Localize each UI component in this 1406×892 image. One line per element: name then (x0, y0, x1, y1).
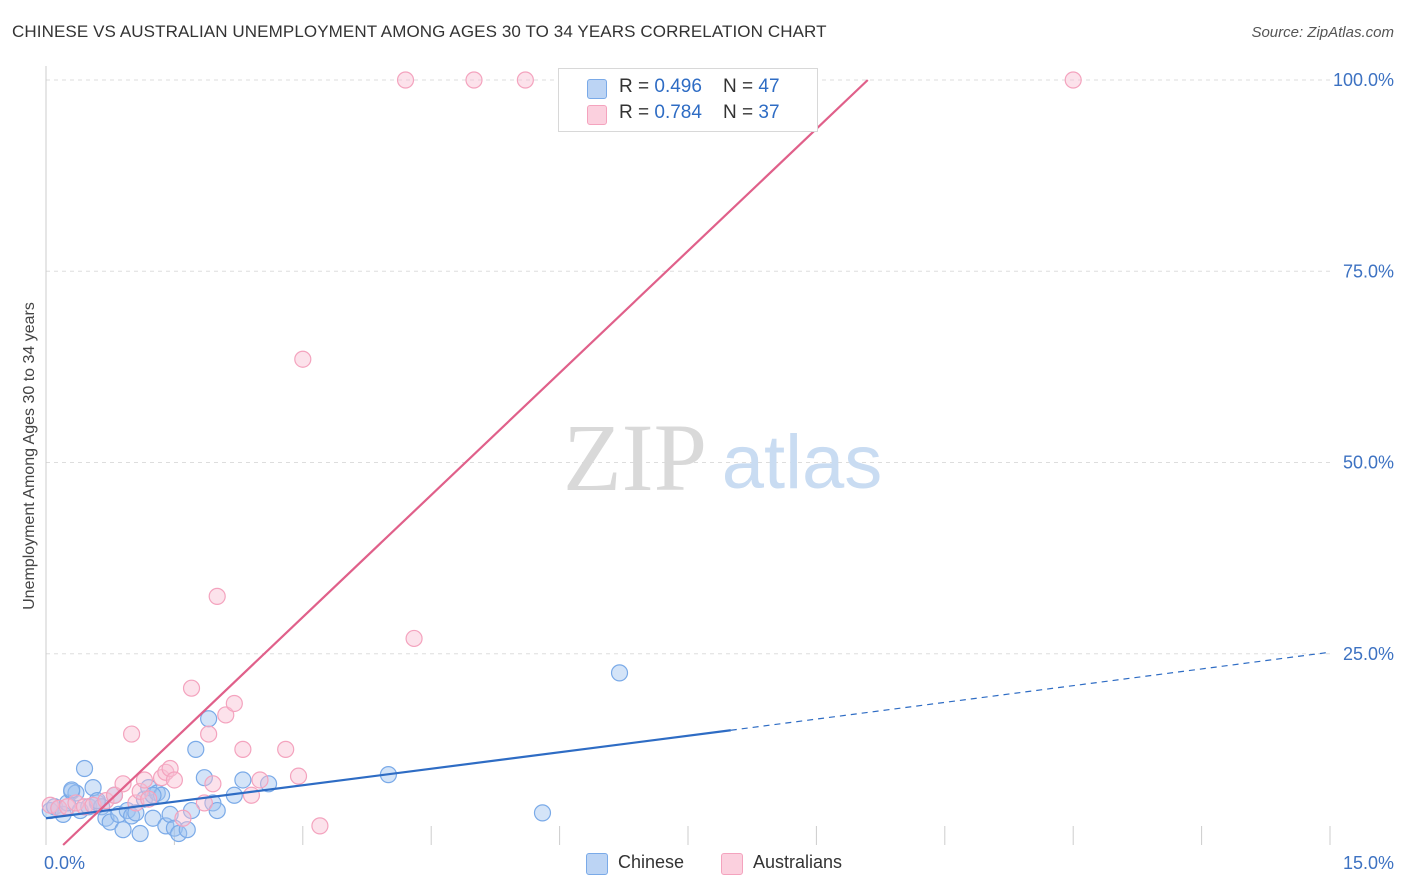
y-tick-label: 50.0% (1343, 453, 1394, 473)
point-australians (97, 792, 115, 810)
point-australians (204, 775, 222, 793)
point-australians (200, 725, 218, 743)
bottom-legend-swatch-australians (721, 853, 743, 875)
trend-line-chinese-extrapolated (730, 651, 1331, 731)
point-australians (208, 587, 226, 605)
point-australians (251, 771, 269, 789)
point-chinese (234, 771, 252, 789)
point-australians (516, 71, 534, 89)
point-australians (1064, 71, 1082, 89)
trend-line-australians (62, 79, 869, 846)
point-australians (242, 786, 261, 804)
watermark: ZIP atlas (563, 404, 882, 511)
point-chinese (187, 740, 205, 758)
watermark-zip: ZIP (563, 404, 707, 511)
point-australians (114, 775, 132, 793)
point-australians (311, 817, 329, 835)
point-australians (465, 71, 483, 89)
y-axis-label: Unemployment Among Ages 30 to 34 years (21, 302, 38, 610)
point-chinese (114, 821, 132, 839)
y-tick-label: 25.0% (1343, 644, 1394, 664)
point-australians (225, 694, 243, 713)
point-australians (75, 798, 94, 816)
point-chinese (144, 809, 162, 827)
point-australians (396, 71, 415, 89)
point-australians (140, 790, 158, 808)
point-chinese (127, 804, 145, 822)
point-chinese (63, 781, 81, 799)
point-australians (277, 740, 295, 758)
legend-swatch-chinese (587, 79, 607, 99)
point-australians (217, 706, 235, 724)
legend-n-value-australians: 37 (758, 102, 780, 123)
trend-lines (45, 79, 1331, 846)
legend-r-label: R = (619, 76, 655, 97)
point-australians (67, 794, 85, 812)
legend-r-value-chinese: 0.496 (654, 76, 702, 97)
watermark-atlas: atlas (722, 420, 883, 505)
bottom-legend-label-australians: Australians (753, 852, 843, 872)
point-chinese (259, 775, 278, 793)
chart-title: CHINESE VS AUSTRALIAN UNEMPLOYMENT AMONG… (12, 22, 827, 41)
point-australians (174, 809, 192, 827)
point-australians (234, 740, 252, 758)
legend-n-value-chinese: 47 (758, 76, 780, 97)
point-australians (123, 725, 141, 743)
point-chinese (75, 759, 94, 778)
source-label: Source: ZipAtlas.com (1251, 24, 1394, 41)
legend-r-label: R = (619, 102, 655, 123)
data-points (41, 71, 1082, 843)
point-australians (405, 629, 423, 648)
point-australians (294, 350, 312, 368)
point-chinese (208, 801, 226, 820)
legend-r-value-australians: 0.784 (654, 102, 702, 123)
legend-swatch-australians (587, 105, 607, 125)
bottom-legend-swatch-chinese (586, 853, 608, 875)
point-australians (182, 679, 201, 697)
bottom-legend-label-chinese: Chinese (618, 852, 685, 872)
point-chinese (533, 804, 552, 822)
point-chinese (200, 710, 218, 728)
correlation-legend: R = 0.496 N = 47 R = 0.784 N = 37 (558, 68, 818, 132)
point-chinese (610, 664, 629, 682)
y-tick-label: 75.0% (1343, 261, 1394, 281)
legend-n-label: N = (723, 76, 759, 97)
point-chinese (195, 769, 213, 787)
legend-n-label: N = (723, 102, 759, 123)
x-tick-label-max: 15.0% (1343, 853, 1394, 873)
x-tick-label-min: 0.0% (44, 853, 85, 873)
point-chinese (131, 824, 149, 843)
y-tick-label: 100.0% (1333, 70, 1394, 90)
trend-line-chinese (45, 729, 731, 820)
point-australians (165, 771, 183, 789)
point-chinese (161, 805, 179, 824)
point-australians (289, 767, 308, 785)
axis-tick-labels: 25.0% 50.0% 75.0% 100.0% 0.0% 15.0% (44, 70, 1394, 873)
point-australians (135, 771, 154, 789)
